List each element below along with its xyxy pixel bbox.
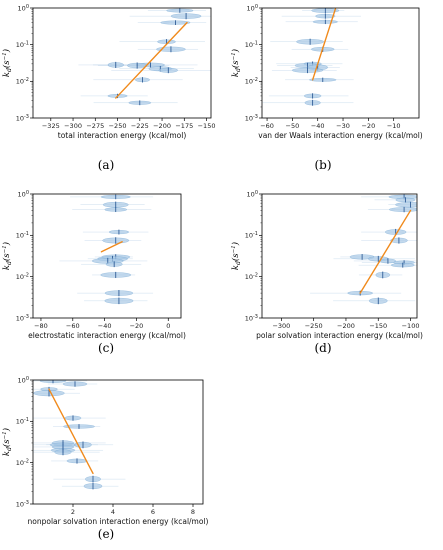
y-tick-label: 10-1 (245, 40, 258, 49)
x-tick-label: −325 (42, 122, 60, 130)
axes-frame (32, 7, 212, 119)
x-tick-label: −200 (153, 122, 171, 130)
x-axis-label: total interaction energy (kcal/mol) (58, 131, 187, 140)
y-tick-label: 100 (18, 4, 29, 13)
y-axis-label: kd(s−1) (1, 49, 13, 77)
x-tick-label: −150 (198, 122, 216, 130)
y-axis-label: kd(s−1) (1, 428, 13, 456)
x-tick-label: −300 (272, 322, 290, 330)
x-tick-label: −40 (311, 122, 325, 130)
x-tick-label: −300 (64, 122, 82, 130)
x-tick-label: 6 (151, 508, 155, 516)
x-axis-label: van der Waals interaction energy (kcal/m… (258, 131, 423, 140)
x-tick-label: 0 (166, 322, 170, 330)
panel-caption: (c) (98, 341, 114, 355)
panel-b: 100 10-1 10-2 10-3 kd(s−1) −60 −50 −40 −30 −20 −10… (230, 4, 423, 172)
x-tick-label: −250 (109, 122, 127, 130)
y-tick-label: 100 (18, 376, 29, 385)
fit-line (48, 388, 94, 475)
x-tick-label: −10 (387, 122, 401, 130)
panel-a: 100 10-1 10-2 10-3 kd(s−1) −325 −300 −275 −250 −2… (1, 4, 216, 172)
plot-area-a (78, 8, 211, 106)
panel-caption: (e) (98, 527, 114, 541)
axes-frame (261, 7, 420, 119)
panel-c: 100 10-1 10-2 10-3 kd(s−1) −80 −60 −40 −20 0elect… (1, 190, 186, 355)
x-axis-label: electrostatic interaction energy (kcal/m… (28, 331, 186, 340)
panel-caption: (b) (314, 158, 331, 172)
plot-area-c (59, 194, 154, 305)
y-tick-label: 10-2 (16, 272, 29, 281)
x-tick-label: −20 (130, 322, 144, 330)
y-tick-label: 10-3 (245, 314, 258, 323)
x-tick-label: −250 (305, 322, 323, 330)
y-tick-label: 10-2 (16, 77, 29, 86)
x-tick-label: −30 (336, 122, 350, 130)
x-tick-label: −175 (175, 122, 193, 130)
fit-line (100, 241, 123, 253)
y-tick-label: 10-1 (16, 231, 29, 240)
y-tick-label: 10-3 (16, 500, 29, 509)
panel-caption: (d) (314, 341, 331, 355)
y-tick-label: 10-3 (245, 114, 258, 123)
y-tick-label: 10-1 (245, 231, 258, 240)
x-tick-label: −80 (34, 322, 48, 330)
plot-area-b (262, 8, 361, 106)
x-tick-label: 2 (71, 508, 75, 516)
y-tick-label: 100 (247, 190, 258, 199)
x-tick-label: −225 (131, 122, 149, 130)
panel-d: 100 10-1 10-2 10-3 kd(s−1) −300 −250 −200 −150 −1… (230, 190, 423, 355)
x-tick-label: −150 (369, 322, 387, 330)
x-tick-label: −60 (66, 322, 80, 330)
x-tick-label: −40 (98, 322, 112, 330)
axes-frame (261, 193, 418, 319)
x-axis-label: nonpolar solvation interaction energy (k… (28, 517, 209, 526)
y-tick-label: 10-2 (16, 458, 29, 467)
plot-area-d (310, 194, 417, 305)
axes-frame (32, 193, 182, 319)
x-tick-label: −50 (286, 122, 300, 130)
y-tick-label: 100 (247, 4, 258, 13)
y-tick-label: 10-3 (16, 314, 29, 323)
x-tick-label: −275 (86, 122, 104, 130)
fit-line (359, 209, 412, 294)
y-axis-label: kd(s−1) (1, 242, 13, 270)
fit-line (311, 8, 337, 81)
x-tick-label: 4 (111, 508, 115, 516)
y-axis-label: kd(s−1) (230, 242, 242, 270)
y-axis-label: kd(s−1) (230, 49, 242, 77)
y-tick-label: 10-2 (245, 77, 258, 86)
x-axis-label: polar solvation interaction energy (kcal… (256, 331, 423, 340)
y-tick-label: 10-2 (245, 272, 258, 281)
x-tick-label: −200 (337, 322, 355, 330)
plot-area-e (33, 380, 126, 490)
y-tick-label: 100 (18, 190, 29, 199)
panel-caption: (a) (98, 158, 115, 172)
fit-line (115, 21, 188, 99)
y-tick-label: 10-1 (16, 40, 29, 49)
x-tick-label: 8 (191, 508, 195, 516)
y-tick-label: 10-3 (16, 114, 29, 123)
axes-frame (32, 379, 204, 505)
x-tick-label: −20 (361, 122, 375, 130)
y-tick-label: 10-1 (16, 417, 29, 426)
x-tick-label: −60 (260, 122, 274, 130)
x-tick-label: −100 (402, 322, 420, 330)
